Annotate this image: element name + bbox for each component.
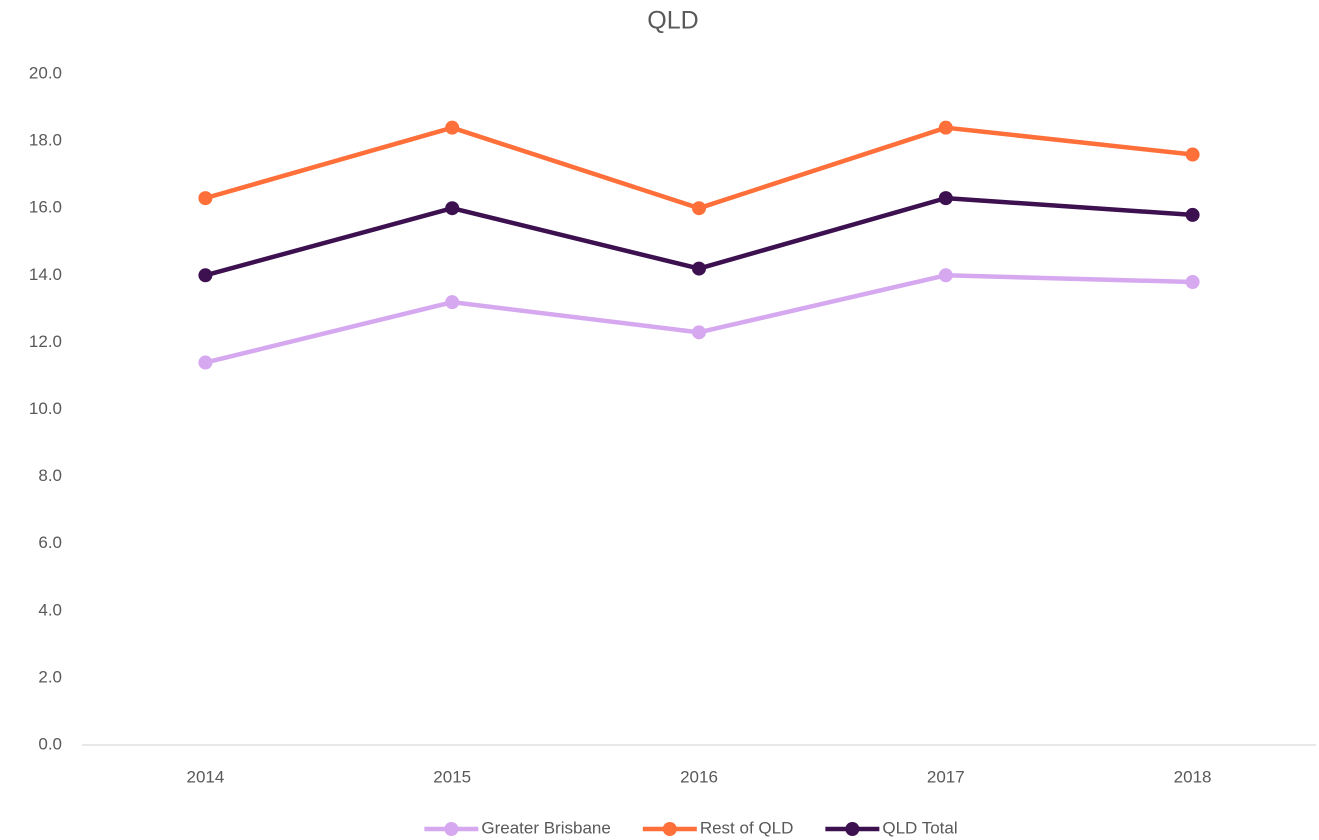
legend-label: Greater Brisbane: [481, 818, 610, 837]
y-tick-label: 8.0: [38, 466, 62, 485]
series-marker: [692, 325, 706, 340]
y-tick-label: 16.0: [29, 198, 62, 217]
y-tick-label: 10.0: [29, 399, 62, 418]
y-tick-label: 20.0: [29, 63, 62, 82]
legend-marker: [845, 822, 860, 836]
legend-label: QLD Total: [882, 818, 957, 837]
series-marker: [198, 191, 213, 206]
chart-title: QLD: [647, 7, 698, 35]
y-tick-label: 12.0: [29, 332, 62, 351]
y-tick-label: 14.0: [29, 265, 62, 284]
series-marker: [938, 120, 953, 135]
series-line: [204, 125, 1193, 211]
series-line: [204, 273, 1193, 365]
x-tick-label: 2016: [680, 767, 718, 786]
series-marker: [1185, 207, 1200, 222]
x-tick-label: 2015: [433, 767, 471, 786]
legend-label: Rest of QLD: [700, 818, 794, 837]
series-marker: [198, 268, 213, 283]
series-marker: [692, 261, 706, 276]
x-tick-label: 2018: [1174, 767, 1212, 786]
y-tick-label: 6.0: [38, 533, 62, 552]
legend-marker: [662, 822, 677, 836]
series-marker: [1185, 275, 1200, 290]
series-marker: [938, 191, 953, 206]
legend-marker: [444, 822, 459, 836]
y-tick-label: 18.0: [29, 131, 62, 150]
y-tick-label: 2.0: [38, 667, 62, 686]
series-marker: [445, 120, 460, 135]
x-tick-label: 2014: [186, 767, 224, 786]
series-marker: [445, 295, 460, 310]
series-marker: [445, 201, 460, 216]
series-marker: [938, 268, 953, 283]
series-marker: [1185, 147, 1200, 162]
y-tick-label: 0.0: [38, 734, 62, 753]
x-tick-label: 2017: [927, 767, 965, 786]
y-tick-label: 4.0: [38, 600, 62, 619]
series-marker: [198, 355, 213, 370]
legend: Greater Brisbane Rest of QLD QLD Total: [424, 818, 958, 837]
series-marker: [692, 201, 706, 216]
